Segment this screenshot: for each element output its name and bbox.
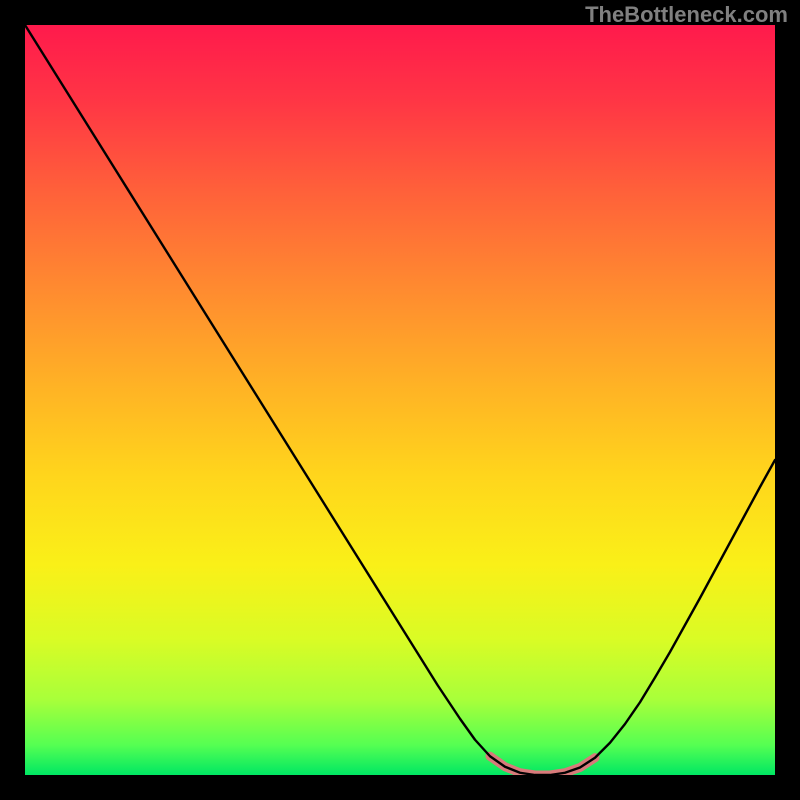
chart-container: TheBottleneck.com bbox=[0, 0, 800, 800]
watermark-text: TheBottleneck.com bbox=[585, 2, 788, 28]
chart-frame bbox=[0, 0, 800, 800]
